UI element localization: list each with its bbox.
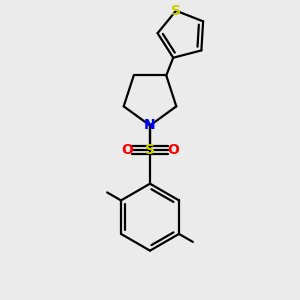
Text: N: N xyxy=(144,118,156,133)
Text: S: S xyxy=(171,4,181,18)
Text: S: S xyxy=(145,143,155,157)
Text: O: O xyxy=(121,143,133,157)
Text: O: O xyxy=(167,143,179,157)
